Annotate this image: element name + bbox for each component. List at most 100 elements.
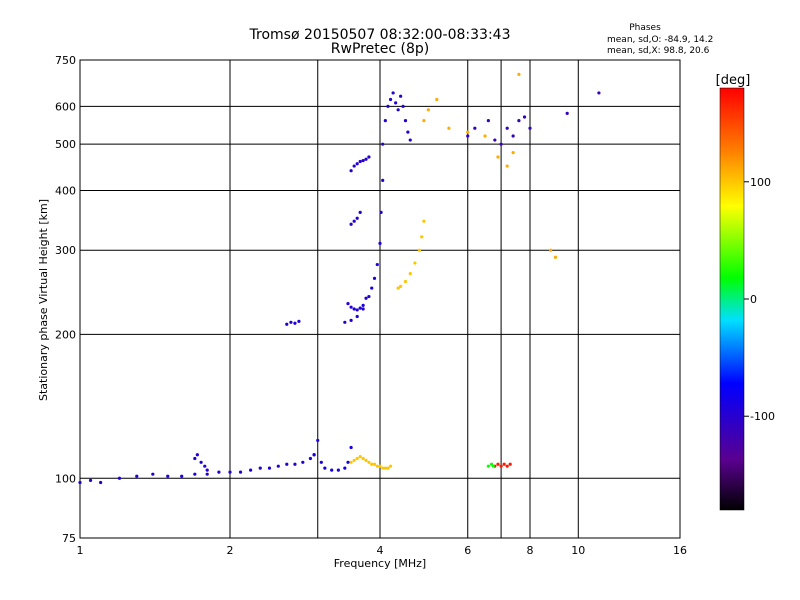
data-point	[505, 164, 509, 168]
data-point	[549, 248, 553, 252]
data-point	[496, 462, 500, 466]
data-point	[528, 126, 532, 130]
data-point	[375, 262, 379, 267]
data-point	[502, 462, 506, 466]
data-point	[343, 320, 347, 324]
data-point	[511, 134, 515, 138]
x-tick-label: 16	[673, 544, 687, 557]
data-point	[276, 464, 280, 468]
y-tick-label: 500	[55, 138, 76, 151]
data-point	[361, 456, 365, 461]
colorbar-tick-label: 100	[750, 176, 771, 189]
data-point	[355, 456, 359, 461]
data-point	[553, 255, 558, 259]
data-point	[293, 321, 297, 325]
data-point	[205, 468, 209, 472]
data-point	[258, 466, 262, 470]
x-tick-label: 6	[464, 544, 471, 557]
data-point	[394, 101, 398, 105]
data-point	[370, 462, 374, 466]
data-point	[323, 466, 327, 470]
y-tick-label: 400	[55, 184, 76, 197]
data-point	[355, 162, 359, 166]
data-point	[361, 158, 365, 163]
data-point	[422, 119, 426, 123]
data-point	[358, 455, 362, 459]
y-axis-ticks: 75 100 200 300 400 500 600 750	[55, 54, 76, 545]
data-point	[297, 319, 301, 323]
data-point	[491, 464, 495, 468]
data-point	[301, 460, 305, 464]
data-point	[349, 460, 353, 464]
data-point	[408, 272, 412, 276]
data-point	[361, 303, 365, 307]
data-point	[99, 480, 103, 485]
data-point	[88, 478, 93, 482]
data-point	[203, 464, 207, 468]
data-point	[420, 235, 424, 239]
data-point	[346, 301, 350, 306]
data-point	[493, 138, 497, 142]
data-point	[375, 464, 379, 468]
data-point	[358, 159, 362, 164]
data-point	[312, 453, 316, 457]
data-point	[330, 468, 334, 472]
data-point	[346, 460, 350, 464]
data-point	[378, 464, 382, 468]
data-point	[349, 445, 353, 450]
colorbar	[719, 87, 745, 511]
x-tick-label: 1	[77, 544, 84, 557]
data-point	[285, 462, 289, 466]
data-point	[151, 472, 155, 476]
y-tick-label: 100	[55, 472, 76, 485]
data-point	[386, 104, 390, 108]
y-tick-label: 300	[55, 244, 76, 257]
colorbar-label: [deg]	[716, 73, 751, 88]
data-point	[364, 458, 368, 462]
data-point	[435, 97, 439, 102]
data-point	[205, 472, 209, 476]
data-point	[367, 155, 371, 159]
data-point	[505, 126, 509, 130]
data-point	[499, 464, 503, 468]
stats-heading: Phases	[629, 23, 661, 33]
x-tick-label: 8	[527, 544, 534, 557]
data-point	[499, 142, 503, 146]
data-point	[238, 470, 243, 474]
y-tick-label: 75	[62, 532, 76, 545]
x-tick-label: 10	[571, 544, 585, 557]
data-point	[473, 126, 477, 130]
data-points	[78, 72, 601, 485]
data-point	[364, 157, 368, 161]
data-point	[195, 453, 199, 457]
data-point	[193, 456, 197, 461]
data-point	[466, 134, 470, 138]
data-point	[367, 294, 371, 299]
data-point	[267, 466, 272, 470]
data-point	[406, 130, 410, 134]
data-point	[372, 276, 377, 280]
data-point	[180, 474, 184, 478]
data-point	[386, 466, 390, 470]
y-axis-label: Stationary phase Virtual Height [km]	[37, 199, 50, 401]
y-tick-label: 200	[55, 328, 76, 341]
x-axis-label: Frequency [MHz]	[334, 557, 426, 570]
x-tick-label: 4	[377, 544, 384, 557]
data-point	[249, 468, 253, 472]
data-point	[517, 119, 521, 123]
data-point	[511, 151, 515, 155]
data-point	[316, 438, 320, 443]
data-point	[381, 466, 385, 470]
data-point	[399, 94, 403, 98]
y-tick-label: 750	[55, 54, 76, 67]
data-point	[358, 210, 362, 214]
data-point	[505, 464, 509, 468]
data-point	[399, 284, 403, 289]
data-point	[361, 307, 365, 311]
data-point	[135, 474, 139, 478]
data-point	[381, 142, 385, 146]
data-point	[486, 119, 490, 123]
data-point	[447, 126, 451, 130]
colorbar-tick-label: 0	[750, 293, 757, 306]
data-point	[517, 72, 521, 76]
